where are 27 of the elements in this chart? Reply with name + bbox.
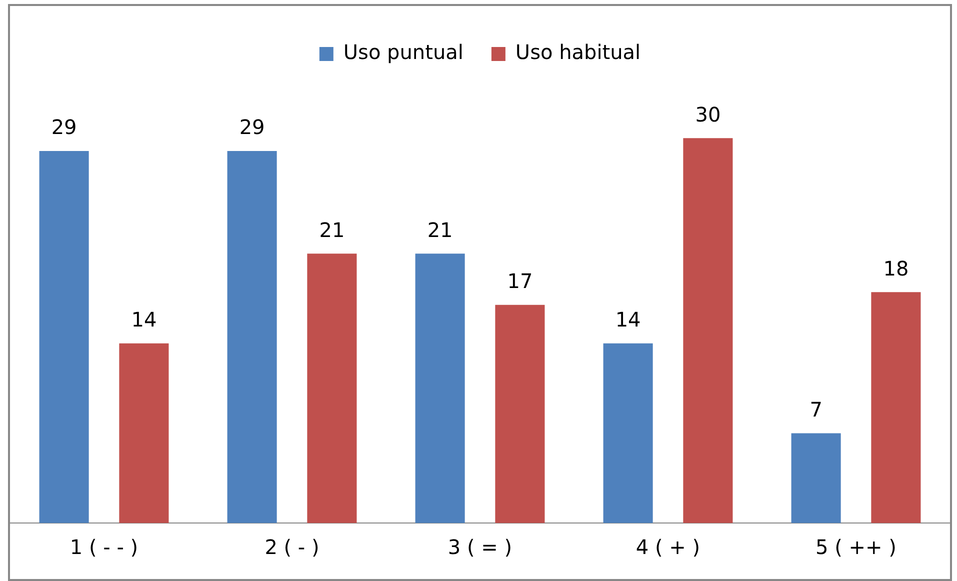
legend-label: Uso puntual [343,40,464,64]
x-tick-label: 1 ( - - ) [70,535,138,560]
data-label: 29 [51,115,77,140]
bar [791,433,841,523]
bar [495,304,545,523]
data-label: 7 [810,397,822,422]
bar [415,254,465,523]
bar [871,292,921,523]
bar [307,254,357,523]
x-tick-label: 4 ( + ) [636,535,700,560]
data-label: 30 [695,102,721,126]
data-label: 21 [319,218,345,242]
data-label: 17 [507,269,533,294]
legend-label: Uso habitual [515,40,641,64]
bar [683,138,733,523]
bar [227,150,277,523]
bar [39,150,89,523]
x-tick-label: 2 ( - ) [264,535,320,560]
data-label: 18 [883,256,909,280]
data-label: 21 [427,218,453,242]
data-label: 14 [615,308,641,332]
data-label: 29 [239,115,265,140]
data-label: 14 [131,308,157,332]
x-tick-label: 5 ( ++ ) [816,535,896,560]
bar [603,343,653,523]
x-tick-label: 3 ( = ) [448,535,512,560]
bar [119,343,169,523]
